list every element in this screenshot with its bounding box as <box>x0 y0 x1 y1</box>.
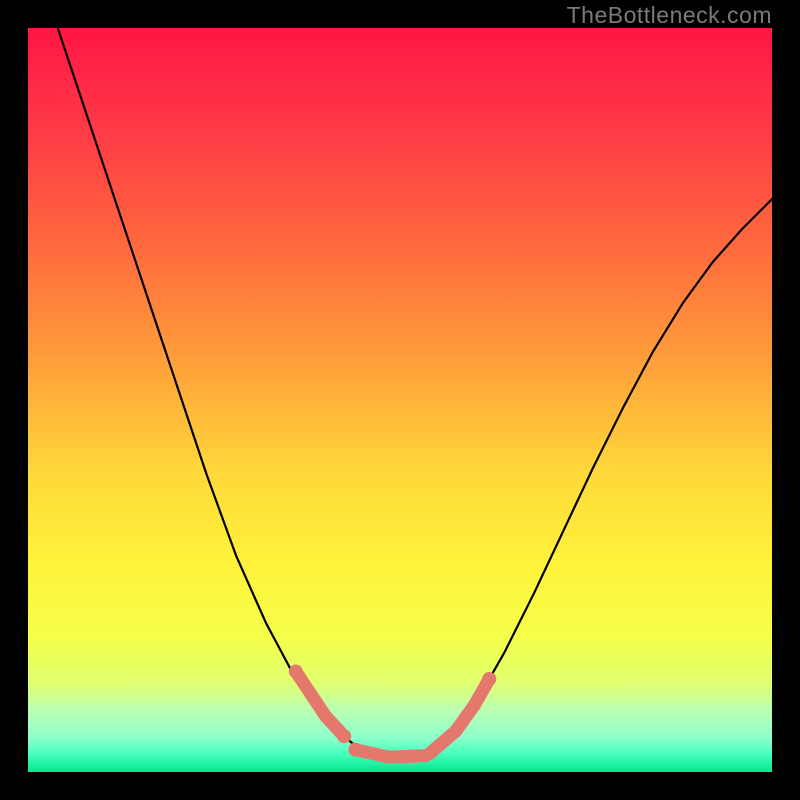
plot-svg <box>28 28 772 772</box>
overlay-dot <box>337 729 351 743</box>
overlay-dot <box>348 743 362 757</box>
overlay-dot <box>482 672 496 686</box>
overlay-dot <box>289 665 303 679</box>
bottleneck-curve-chart <box>28 28 772 772</box>
gradient-background <box>28 28 772 772</box>
watermark-text: TheBottleneck.com <box>567 2 772 29</box>
overlay-segment <box>389 756 426 757</box>
